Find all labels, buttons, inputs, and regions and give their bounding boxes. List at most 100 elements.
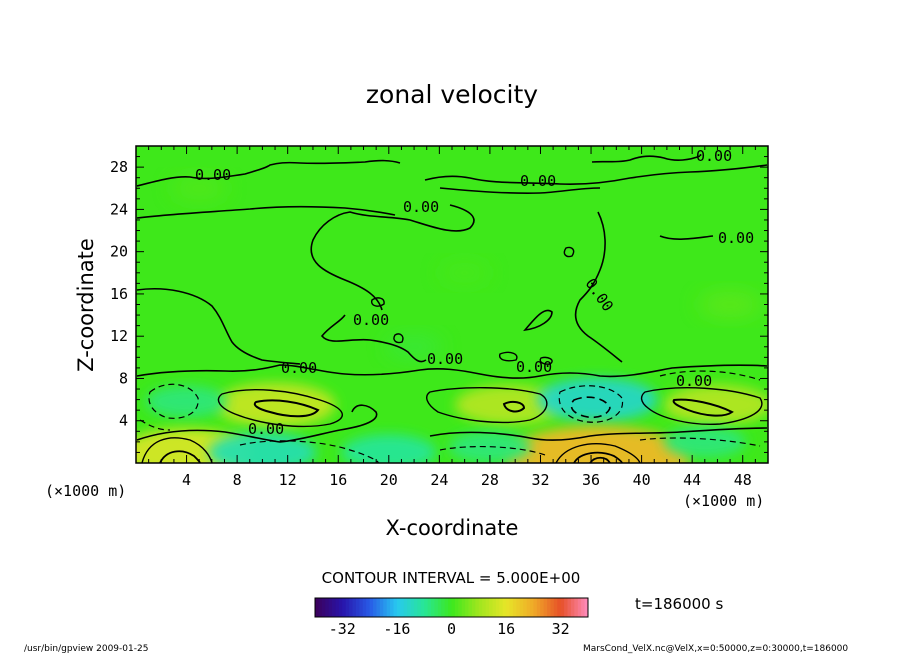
time-label: t=186000 s: [635, 595, 723, 613]
colorbar-segment: [502, 598, 507, 617]
colorbar-segment: [468, 598, 473, 617]
colorbar-segment: [451, 598, 456, 617]
contour-line: [555, 443, 641, 463]
contour-line: [574, 211, 623, 363]
contour-label: 0.00: [520, 172, 556, 190]
colorbar-segment: [495, 598, 500, 617]
colorbar-segment: [332, 598, 336, 617]
contour-line: [148, 383, 199, 419]
y-tick-label: 16: [110, 285, 128, 303]
contour-line: [217, 389, 343, 428]
colorbar-segment: [471, 598, 476, 617]
colorbar-segment: [536, 598, 541, 617]
x-axis-label: X-coordinate: [386, 516, 519, 540]
colorbar-tick-label: 16: [497, 620, 515, 638]
colorbar-segment: [553, 598, 558, 617]
contour-line: [563, 246, 575, 258]
colorbar-segment: [454, 598, 459, 617]
contour-line: [310, 204, 475, 311]
colorbar-segment: [478, 598, 483, 617]
y-tick-label: 20: [110, 243, 128, 261]
contour-labels: 0.00 0.00 0.00 0.00 0.00 0.00 0.00 0.00 …: [195, 147, 754, 438]
contour-line: [426, 387, 548, 424]
colorbar-segment: [393, 598, 398, 617]
velocity-feature: [170, 176, 228, 201]
contour-line: [439, 187, 601, 194]
colorbar-segment: [529, 598, 534, 617]
colorbar-segment: [342, 598, 347, 617]
colorbar-tick-label: -16: [383, 620, 410, 638]
colorbar-segment: [407, 598, 411, 617]
x-tick-label: 12: [279, 471, 297, 489]
contour-label: 0.00: [427, 350, 463, 368]
colorbar-segment: [338, 598, 343, 617]
colorbar: [315, 598, 589, 617]
x-unit-label-right: (×1000 m): [683, 492, 764, 510]
contour-line: [424, 164, 768, 185]
plot-area: 0.00 0.00 0.00 0.00 0.00 0.00 0.00 0.00 …: [110, 145, 769, 489]
colorbar-segment: [560, 598, 565, 617]
x-unit-label-left: (×1000 m): [45, 482, 126, 500]
colorbar-segment: [376, 598, 381, 617]
colorbar-segment: [369, 598, 374, 617]
colorbar-segment: [526, 598, 531, 617]
y-tick-label: 28: [110, 158, 128, 176]
colorbar-segment: [465, 598, 469, 617]
contour-line: [502, 400, 526, 413]
colorbar-segment: [547, 598, 551, 617]
colorbar-segment: [383, 598, 388, 617]
contour-line: [139, 419, 171, 431]
colorbar-segment: [567, 598, 572, 617]
colorbar-segment: [427, 598, 432, 617]
velocity-feature: [663, 425, 746, 458]
contour-line: [558, 385, 624, 423]
x-tick-label: 20: [380, 471, 398, 489]
y-tick-label: 8: [119, 369, 128, 387]
colorbar-tick-label: -32: [329, 620, 356, 638]
contour-label: 0.00: [676, 372, 712, 390]
colorbar-segment: [386, 598, 391, 617]
colorbar-segment: [390, 598, 394, 617]
contour-label: 0.00: [195, 166, 231, 184]
colorbar-segment: [417, 598, 422, 617]
colorbar-segment: [458, 598, 463, 617]
x-tick-label: 36: [582, 471, 600, 489]
contour-line: [136, 364, 768, 379]
x-tick-label: 24: [430, 471, 448, 489]
colorbar-segment: [581, 598, 585, 617]
colorbar-segment: [335, 598, 340, 617]
contour-label: 0.00: [403, 198, 439, 216]
contour-lines: [136, 155, 768, 463]
contour-line: [672, 398, 734, 417]
colorbar-segment: [345, 598, 350, 617]
contour-line: [499, 351, 518, 362]
velocity-feature: [536, 377, 658, 422]
colorbar-segment: [366, 598, 370, 617]
colorbar-ticks: -32 -16 0 16 32: [329, 620, 570, 638]
colorbar-frame: [314, 597, 589, 618]
contour-line: [253, 399, 320, 418]
contour-line: [320, 314, 427, 363]
colorbar-segment: [499, 598, 504, 617]
velocity-feature: [145, 385, 228, 418]
colorbar-segment: [396, 598, 401, 617]
colorbar-segment: [321, 598, 326, 617]
colorbar-segment: [512, 598, 517, 617]
velocity-feature: [698, 291, 762, 318]
velocity-feature: [663, 384, 768, 425]
colorbar-segment: [461, 598, 466, 617]
contour-label: 0.00: [718, 229, 754, 247]
contour-line: [429, 427, 768, 441]
velocity-feature: [341, 434, 437, 463]
contour-line: [640, 387, 763, 426]
colorbar-segment: [403, 598, 408, 617]
colorbar-segment: [318, 598, 323, 617]
footer-right: MarsCond_VelX.nc@VelX,x=0:50000,z=0:3000…: [583, 644, 848, 654]
x-tick-label: 4: [182, 471, 191, 489]
colorbar-segment: [437, 598, 442, 617]
contour-line: [539, 356, 553, 365]
contour-line: [393, 333, 404, 344]
colorbar-segment: [352, 598, 357, 617]
colorbar-segment: [557, 598, 562, 617]
colorbar-segment: [325, 598, 330, 617]
